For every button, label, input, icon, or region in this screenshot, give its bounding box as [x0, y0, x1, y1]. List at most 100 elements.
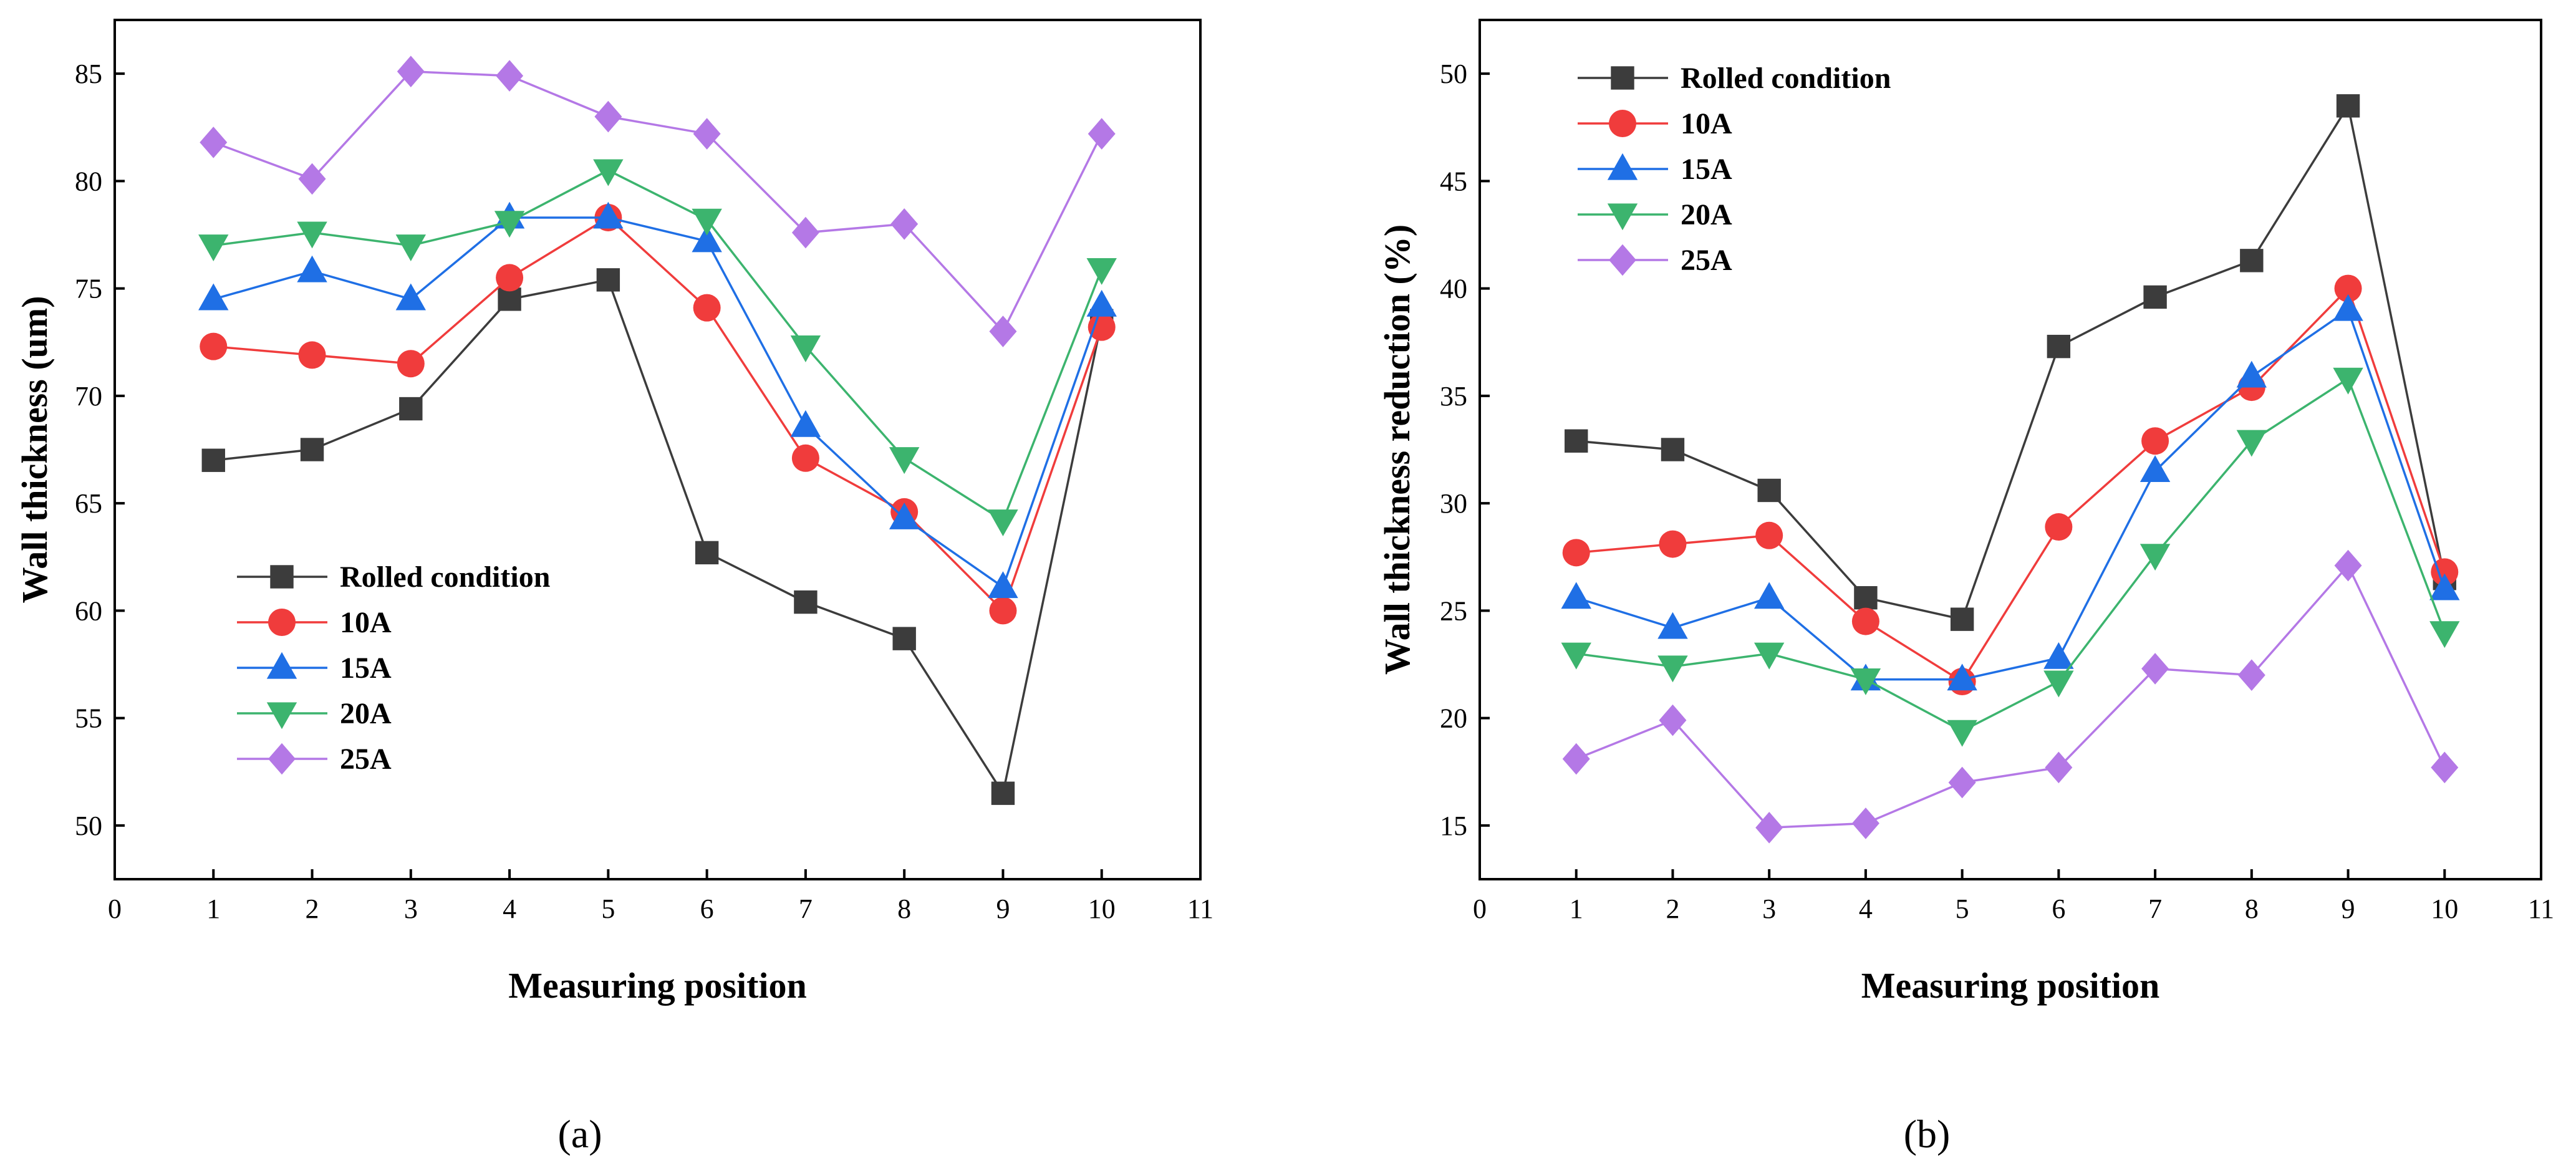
data-point — [198, 234, 229, 262]
data-point — [298, 341, 326, 369]
data-point — [494, 211, 525, 238]
data-point — [2143, 285, 2167, 309]
series-line — [1576, 103, 2446, 621]
data-point — [395, 234, 427, 262]
x-tick-label: 10 — [1088, 894, 1116, 924]
data-point — [593, 201, 624, 229]
data-point — [200, 332, 228, 360]
chart-a: 0 1 2 3 4 5 6 7 8 9 10 11 50 55 60 65 70 75 80 85 Measuring … — [14, 19, 1213, 1156]
data-point — [2045, 751, 2073, 784]
data-point — [790, 410, 821, 437]
chart-b: 0 1 2 3 4 5 6 7 8 9 10 111520253035404550Measuring … — [1377, 19, 2554, 1156]
data-point — [889, 502, 920, 529]
legend-marker — [1611, 66, 1634, 90]
data-point — [2333, 294, 2363, 321]
y-tick-label: 35 — [1440, 381, 1467, 412]
legend-marker — [270, 565, 294, 589]
series-line — [1576, 308, 2446, 681]
series-line — [213, 216, 1103, 589]
legend-marker — [266, 702, 297, 730]
legend-item: Rolled condition — [237, 561, 550, 594]
data-point — [889, 447, 920, 475]
y-tick-label: 75 — [75, 274, 102, 304]
x-tick-label: 2 — [306, 894, 319, 924]
data-point — [2141, 427, 2169, 455]
data-point — [1657, 655, 1688, 683]
data-point — [596, 268, 620, 292]
legend-marker — [1607, 153, 1638, 180]
y-axis-label: Wall thickness (um) — [14, 296, 55, 603]
legend-item: 15A — [1578, 153, 1732, 186]
data-point — [2334, 549, 2362, 582]
data-point — [593, 159, 624, 186]
legend-marker — [268, 743, 296, 775]
legend-item: Rolled condition — [1578, 62, 1891, 95]
series-25a — [1562, 549, 2459, 844]
data-point — [1657, 612, 1688, 639]
data-point — [1948, 766, 1976, 799]
legend-marker — [1609, 244, 1636, 276]
y-tick-label: 55 — [75, 703, 102, 734]
legend-label: Rolled condition — [1681, 62, 1891, 95]
data-point — [693, 118, 721, 150]
data-point — [2236, 360, 2267, 388]
data-point — [988, 509, 1018, 536]
y-tick-label: 50 — [1440, 59, 1467, 89]
legend-marker — [1607, 203, 1638, 231]
legend-item: 10A — [237, 606, 392, 639]
data-point — [1661, 438, 1685, 461]
legend-label: 15A — [1681, 153, 1732, 186]
data-point — [2334, 274, 2362, 302]
data-point — [2141, 653, 2169, 685]
data-point — [1659, 704, 1687, 736]
data-point — [496, 264, 524, 292]
data-point — [692, 225, 722, 253]
legend-item: 15A — [237, 652, 392, 685]
data-point — [1088, 118, 1116, 150]
legend-item: 25A — [1578, 244, 1732, 277]
plot-frame — [113, 19, 1202, 880]
data-point — [1757, 478, 1781, 503]
data-point — [1561, 582, 1591, 609]
data-point — [397, 55, 425, 87]
x-tick-label: 2 — [1666, 894, 1679, 924]
legend-label: 20A — [340, 697, 392, 730]
data-point — [1755, 521, 1783, 549]
panel-caption: (b) — [1904, 1112, 1951, 1156]
data-point — [791, 216, 819, 249]
x-tick-label: 9 — [996, 894, 1010, 924]
data-point — [297, 221, 327, 249]
x-tick-label: 7 — [2148, 894, 2162, 924]
legend-marker — [1609, 110, 1636, 137]
data-point — [2333, 367, 2363, 395]
y-tick-label: 15 — [1440, 811, 1467, 841]
data-point — [2431, 558, 2459, 586]
data-point — [1947, 720, 1977, 747]
legend-label: Rolled condition — [340, 561, 550, 594]
legend-item: 10A — [1578, 107, 1732, 140]
x-tick-label: 4 — [503, 894, 516, 924]
x-tick-label: 8 — [897, 894, 911, 924]
legend-item: 20A — [237, 697, 392, 730]
data-point — [2429, 573, 2460, 600]
data-point — [1754, 582, 1785, 609]
legend-marker — [266, 652, 297, 679]
data-point — [397, 350, 425, 378]
data-point — [395, 283, 427, 311]
legend-label: 25A — [340, 743, 392, 776]
legend-label: 10A — [340, 606, 392, 639]
plot-frame — [1479, 19, 2542, 880]
series-line — [1576, 377, 2446, 733]
data-point — [198, 283, 229, 311]
data-point — [991, 781, 1015, 805]
data-point — [2047, 334, 2071, 359]
data-point — [692, 208, 722, 236]
series-rolled-condition — [201, 268, 1114, 805]
y-tick-label: 85 — [75, 59, 102, 89]
data-point — [2043, 642, 2074, 669]
series-25a — [200, 55, 1116, 347]
legend-item: 25A — [237, 743, 392, 776]
y-tick-label: 25 — [1440, 595, 1467, 626]
x-tick-label: 8 — [2245, 894, 2259, 924]
data-point — [298, 163, 326, 195]
